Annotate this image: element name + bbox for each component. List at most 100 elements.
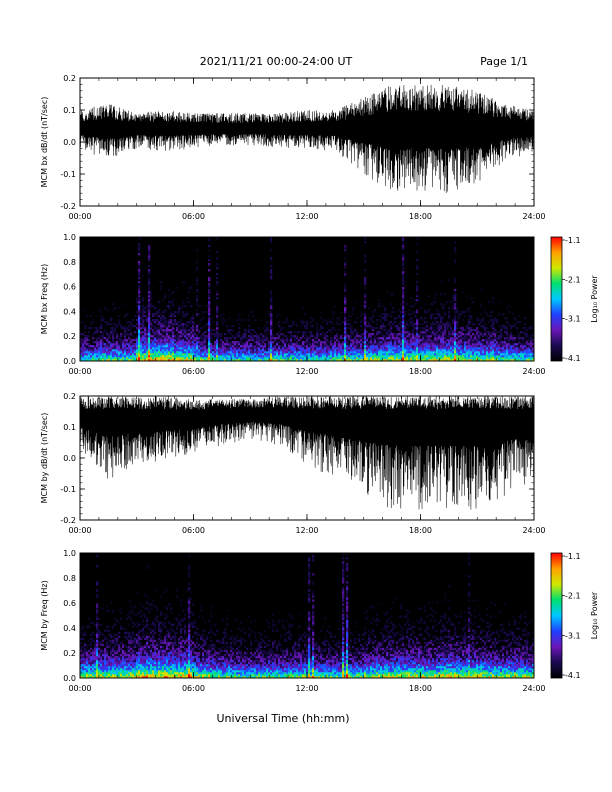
cell: [206, 311, 209, 314]
cell: [282, 339, 285, 342]
cell: [148, 329, 151, 332]
cell: [94, 345, 97, 348]
cell: [322, 337, 325, 340]
cell: [80, 347, 83, 350]
cell: [336, 345, 339, 348]
cell: [108, 351, 111, 354]
cell: [412, 311, 415, 314]
cell: [414, 333, 417, 336]
cell: [472, 337, 475, 340]
cell: [138, 313, 141, 316]
cell: [402, 359, 405, 362]
cell: [360, 329, 363, 332]
cell: [88, 659, 91, 663]
cell: [488, 315, 491, 318]
cell: [326, 353, 329, 356]
cell: [90, 663, 93, 667]
cell: [332, 355, 335, 358]
cell: [136, 299, 139, 302]
cell: [256, 357, 259, 360]
cell: [418, 355, 421, 358]
cell: [90, 643, 93, 647]
cell: [402, 237, 405, 240]
cell: [516, 335, 519, 338]
cell: [448, 337, 451, 340]
cell: [342, 321, 345, 324]
cell: [488, 355, 491, 358]
cell: [248, 357, 251, 360]
cell: [470, 337, 473, 340]
cell: [358, 347, 361, 350]
cell: [170, 341, 173, 344]
cell: [470, 351, 473, 354]
cell: [478, 357, 481, 360]
cell: [212, 355, 215, 358]
cell: [340, 349, 343, 352]
cell: [444, 337, 447, 340]
cell: [258, 347, 261, 350]
cell: [104, 663, 107, 667]
cell: [396, 359, 399, 362]
cell: [158, 343, 161, 346]
cell: [166, 335, 169, 338]
cell: [286, 317, 289, 320]
cell: [448, 323, 451, 326]
cell: [96, 337, 99, 340]
cell: [444, 347, 447, 350]
cell: [216, 267, 219, 270]
cell: [454, 355, 457, 358]
cell: [398, 353, 401, 356]
cell: [312, 357, 315, 360]
cell: [314, 359, 317, 362]
cell: [80, 653, 83, 657]
cell: [438, 339, 441, 342]
cell: [454, 299, 457, 302]
cell: [444, 351, 447, 354]
cell: [444, 327, 447, 330]
cell: [274, 357, 277, 360]
cell: [384, 343, 387, 346]
cell: [494, 333, 497, 336]
cell: [310, 357, 313, 360]
cell: [436, 309, 439, 312]
cell: [340, 351, 343, 354]
x-tick-label: 18:00: [409, 526, 432, 535]
cell: [270, 345, 273, 348]
cell: [84, 631, 87, 634]
cell: [224, 343, 227, 346]
cell: [448, 351, 451, 354]
cell: [136, 357, 139, 360]
cell: [492, 353, 495, 356]
cell: [494, 337, 497, 340]
cell: [444, 313, 447, 316]
cell: [332, 323, 335, 326]
cell: [428, 335, 431, 338]
cell: [454, 323, 457, 326]
cell: [164, 325, 167, 328]
cell: [184, 331, 187, 334]
cell: [462, 329, 465, 332]
cell: [348, 339, 351, 342]
cell: [402, 303, 405, 306]
cell: [332, 343, 335, 346]
cell: [190, 305, 193, 308]
cell: [352, 309, 355, 312]
cell: [388, 329, 391, 332]
cell: [114, 329, 117, 332]
cell: [454, 335, 457, 338]
cell: [504, 339, 507, 342]
cell: [368, 345, 371, 348]
cell: [92, 661, 95, 665]
cell: [222, 313, 225, 316]
cell: [376, 347, 379, 350]
cell: [300, 353, 303, 356]
cell: [488, 339, 491, 342]
cell: [208, 345, 211, 348]
cell: [454, 319, 457, 322]
cell: [182, 353, 185, 356]
cell: [400, 325, 403, 328]
cell: [112, 673, 115, 677]
cell: [160, 323, 163, 326]
cell: [450, 353, 453, 356]
cell: [270, 239, 273, 242]
